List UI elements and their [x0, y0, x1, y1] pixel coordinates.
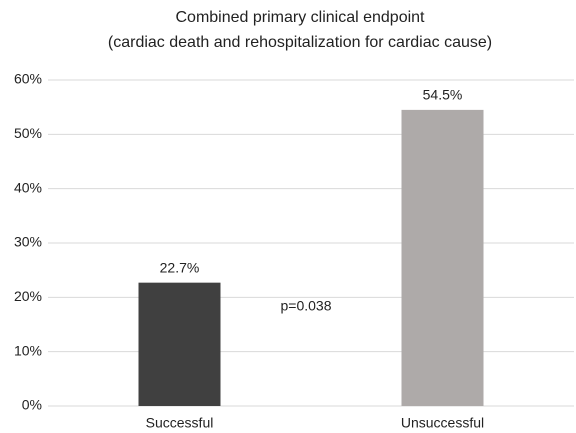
y-tick-label: 0% — [22, 397, 42, 413]
annotation: p=0.038 — [281, 298, 332, 314]
y-tick-label: 10% — [14, 342, 42, 358]
chart-subtitle: (cardiac death and rehospitalization for… — [108, 34, 492, 51]
y-tick-label: 50% — [14, 125, 42, 141]
x-tick-label: Successful — [146, 415, 214, 431]
chart-title: Combined primary clinical endpoint — [175, 9, 425, 26]
bar — [401, 109, 484, 406]
y-tick-label: 20% — [14, 288, 42, 304]
value-label: 54.5% — [423, 87, 463, 103]
y-tick-label: 60% — [14, 71, 42, 87]
value-label: 22.7% — [160, 259, 200, 275]
y-tick-label: 40% — [14, 179, 42, 195]
x-tick-label: Unsuccessful — [401, 415, 484, 431]
bar — [138, 282, 221, 406]
y-tick-label: 30% — [14, 234, 42, 250]
